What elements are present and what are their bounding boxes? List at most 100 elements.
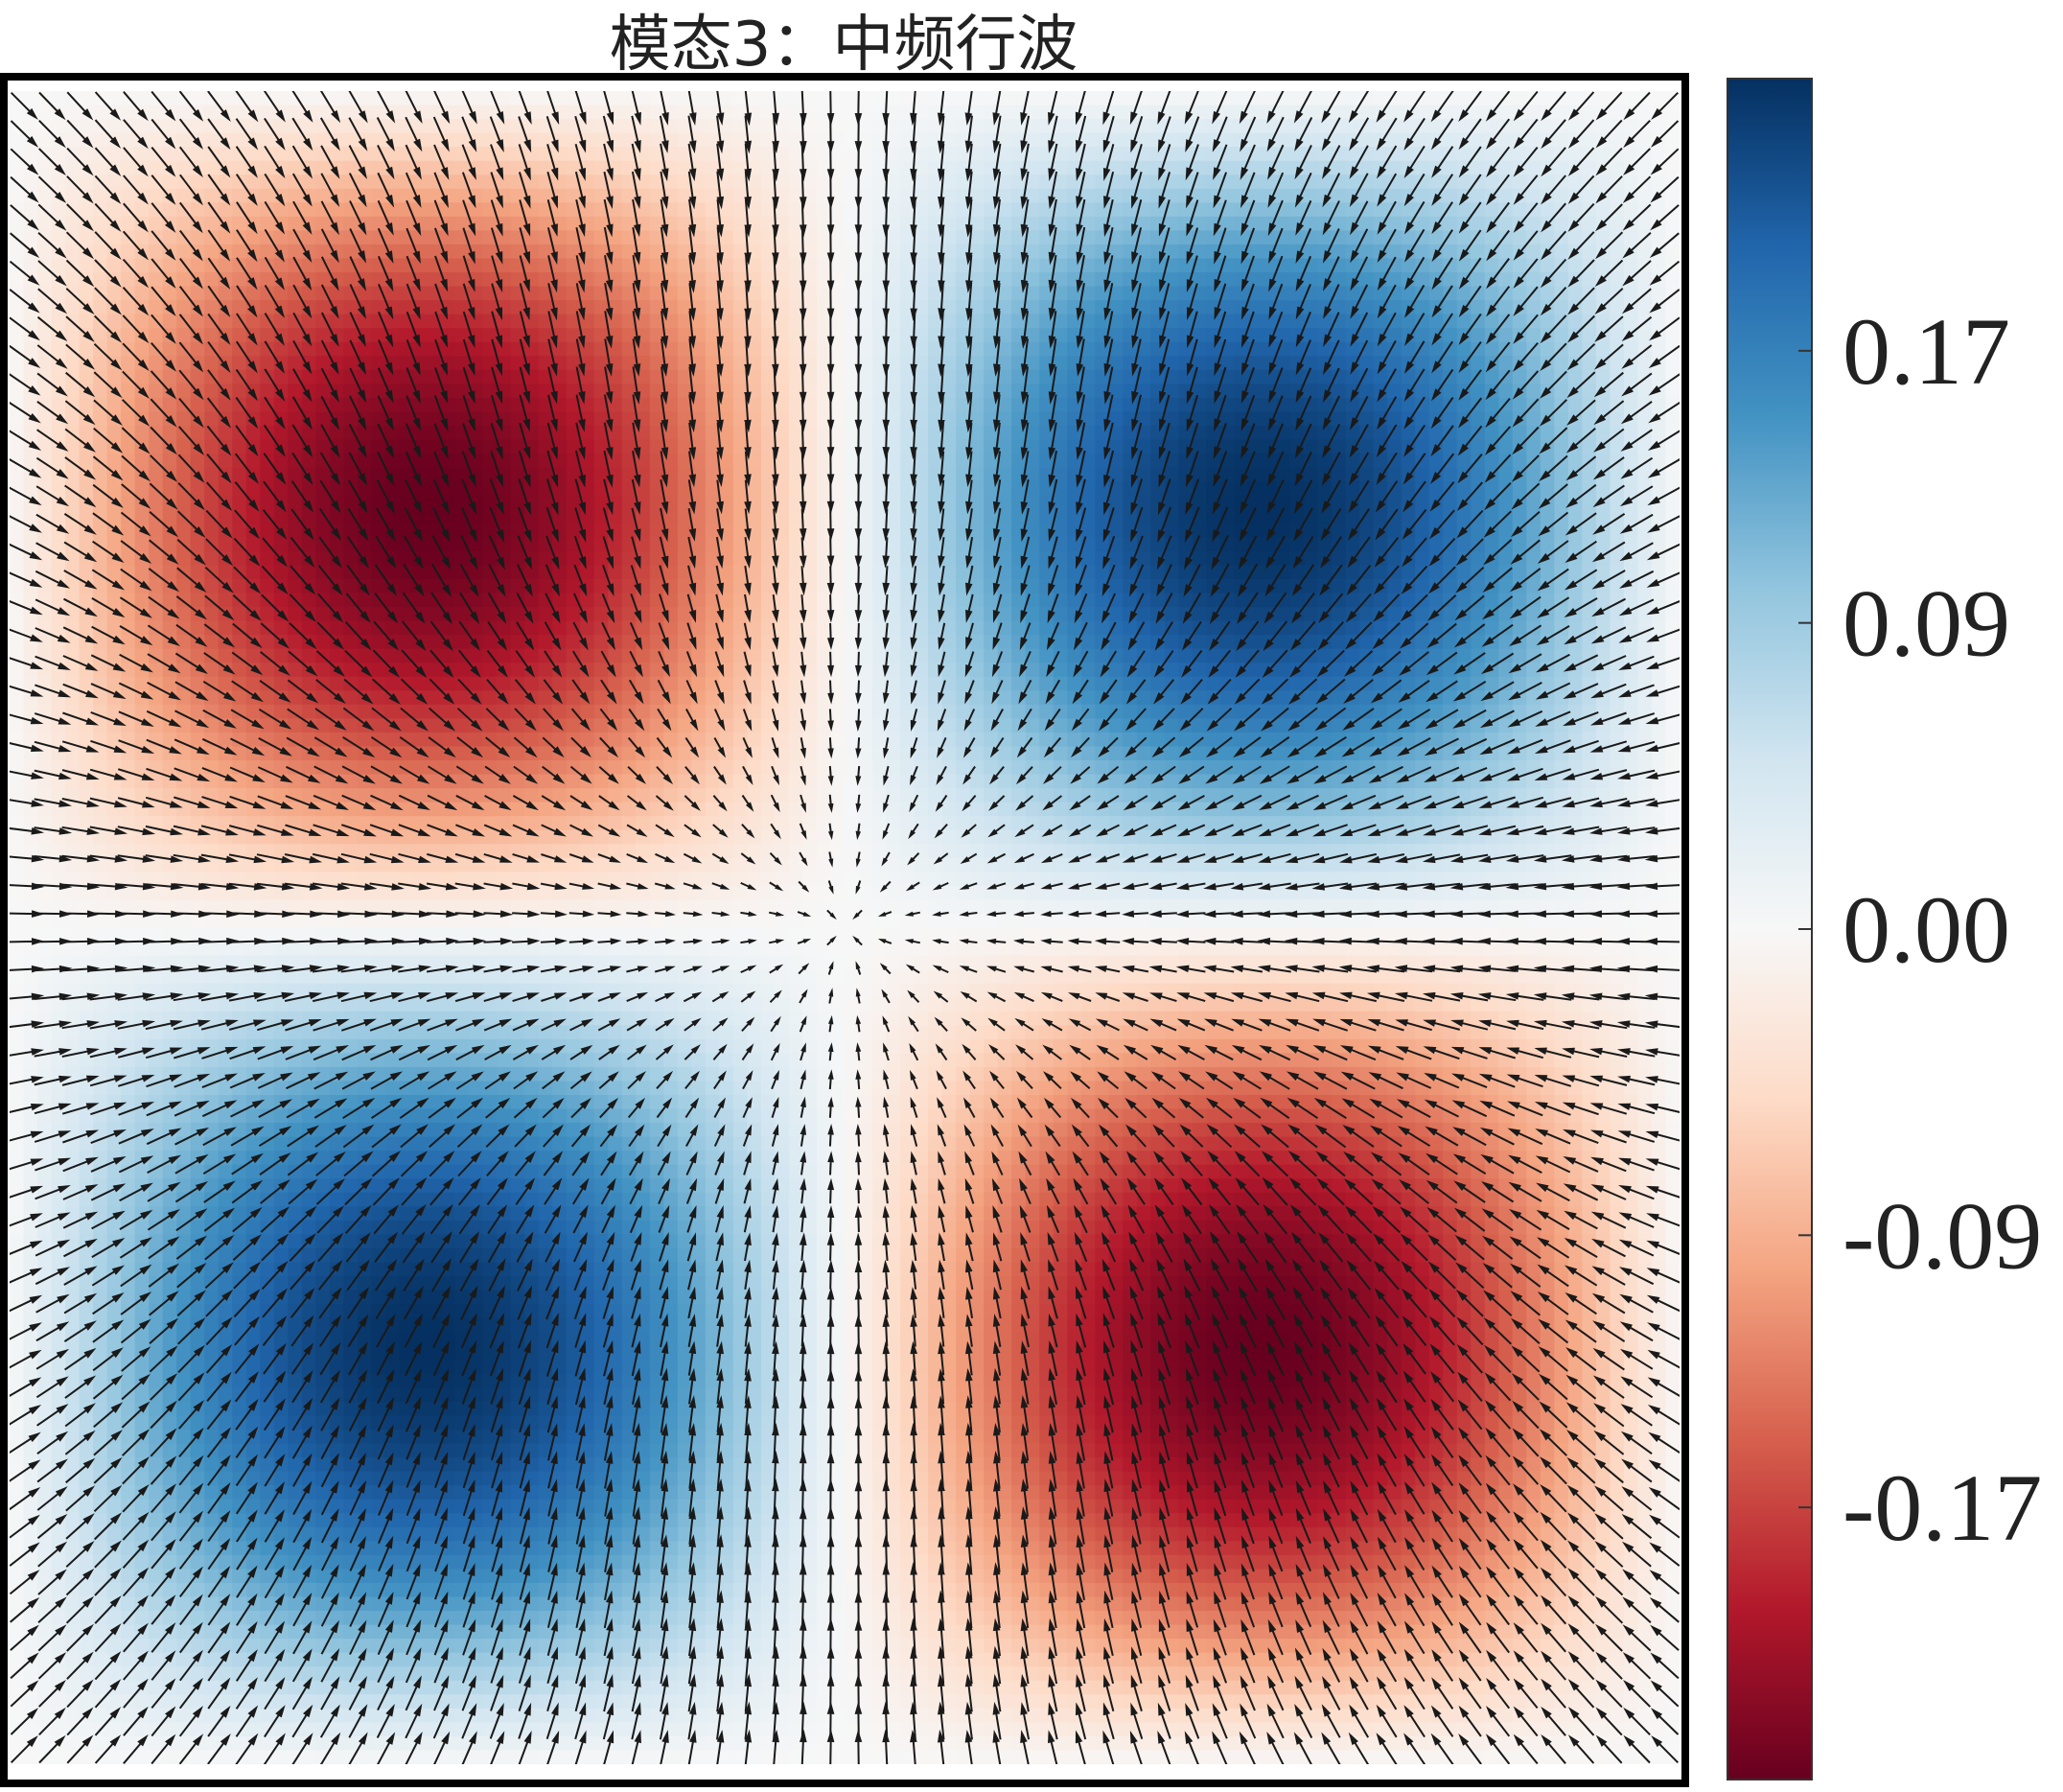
heatmap-cell xyxy=(1651,509,1667,524)
heatmap-cell xyxy=(1289,593,1305,608)
heatmap-cell xyxy=(636,593,651,608)
heatmap-cell xyxy=(691,537,707,552)
heatmap-cell xyxy=(1067,509,1082,524)
heatmap-cell xyxy=(802,175,818,190)
heatmap-cell xyxy=(1178,147,1194,162)
heatmap-cell xyxy=(1164,300,1179,315)
heatmap-cell xyxy=(79,620,94,636)
heatmap-cell xyxy=(858,648,873,663)
heatmap-cell xyxy=(121,550,136,567)
heatmap-cell xyxy=(816,454,832,469)
heatmap-cell xyxy=(482,328,498,343)
heatmap-cell xyxy=(273,286,289,301)
heatmap-cell xyxy=(260,578,275,594)
heatmap-cell xyxy=(204,328,220,343)
heatmap-cell xyxy=(1610,216,1625,232)
heatmap-cell xyxy=(65,467,81,482)
heatmap-cell xyxy=(1262,565,1277,580)
heatmap-cell xyxy=(65,550,81,567)
heatmap-cell xyxy=(1498,467,1514,482)
heatmap-cell xyxy=(538,607,553,622)
heatmap-cell xyxy=(10,188,25,203)
heatmap-cell xyxy=(1498,300,1514,315)
heatmap-cell xyxy=(1011,565,1027,580)
heatmap-cell xyxy=(1582,439,1597,454)
heatmap-cell xyxy=(663,91,679,106)
heatmap-cell xyxy=(399,495,414,510)
heatmap-cell xyxy=(886,593,901,608)
heatmap-cell xyxy=(1401,202,1416,218)
heatmap-cell xyxy=(1289,565,1305,580)
heatmap-cell xyxy=(357,91,373,106)
heatmap-cell xyxy=(343,160,359,175)
heatmap-cell xyxy=(1401,565,1416,580)
heatmap-cell xyxy=(830,258,846,273)
heatmap-cell xyxy=(914,105,929,120)
heatmap-cell xyxy=(732,607,748,622)
heatmap-cell xyxy=(1150,454,1166,469)
heatmap-cell xyxy=(941,230,957,245)
heatmap-cell xyxy=(343,105,359,120)
heatmap-cell xyxy=(1136,607,1151,622)
heatmap-cell xyxy=(1428,202,1444,218)
heatmap-cell xyxy=(1011,509,1027,524)
heatmap-cell xyxy=(1164,188,1179,203)
heatmap-cell xyxy=(343,147,359,162)
heatmap-cell xyxy=(134,91,150,106)
heatmap-cell xyxy=(649,467,664,482)
heatmap-cell xyxy=(1443,523,1458,538)
heatmap-cell xyxy=(1498,607,1514,622)
heatmap-cell xyxy=(343,495,359,510)
heatmap-cell xyxy=(482,635,498,650)
heatmap-cell xyxy=(190,620,205,636)
heatmap-cell xyxy=(399,663,414,678)
heatmap-cell xyxy=(65,244,81,260)
heatmap-cell xyxy=(1456,565,1472,580)
heatmap-cell xyxy=(1512,565,1527,580)
heatmap-cell xyxy=(1359,607,1375,622)
heatmap-cell xyxy=(580,593,595,608)
heatmap-cell xyxy=(106,286,122,301)
heatmap-cell xyxy=(343,523,359,538)
heatmap-cell xyxy=(1276,272,1291,288)
heatmap-cell xyxy=(845,481,860,497)
heatmap-cell xyxy=(149,550,164,567)
heatmap-cell xyxy=(134,286,150,301)
heatmap-cell xyxy=(1512,175,1527,190)
heatmap-cell xyxy=(1053,648,1068,663)
heatmap-cell xyxy=(1443,160,1458,175)
heatmap-cell xyxy=(1359,119,1375,134)
heatmap-cell xyxy=(1136,188,1151,203)
heatmap-cell xyxy=(552,509,568,524)
heatmap-cell xyxy=(134,175,150,190)
heatmap-cell xyxy=(1373,286,1388,301)
heatmap-cell xyxy=(162,509,177,524)
heatmap-cell xyxy=(1317,91,1333,106)
heatmap-cell xyxy=(886,397,901,413)
heatmap-cell xyxy=(1456,454,1472,469)
heatmap-cell xyxy=(1387,523,1402,538)
heatmap-cell xyxy=(1053,91,1068,106)
heatmap-cell xyxy=(1665,216,1680,232)
heatmap-cell xyxy=(497,175,512,190)
heatmap-cell xyxy=(1623,286,1639,301)
heatmap-cell xyxy=(1108,188,1124,203)
heatmap-cell xyxy=(858,620,873,636)
heatmap-cell xyxy=(1108,495,1124,510)
heatmap-cell xyxy=(872,620,888,636)
heatmap-cell xyxy=(1345,341,1360,357)
heatmap-cell xyxy=(608,147,623,162)
heatmap-cell xyxy=(162,202,177,218)
heatmap-cell xyxy=(1484,230,1499,245)
heatmap-cell xyxy=(1582,578,1597,594)
heatmap-cell xyxy=(1443,147,1458,162)
heatmap-cell xyxy=(1067,593,1082,608)
heatmap-cell xyxy=(204,300,220,315)
heatmap-cell xyxy=(1262,593,1277,608)
heatmap-cell xyxy=(705,119,720,134)
heatmap-cell xyxy=(1637,411,1653,427)
heatmap-cell xyxy=(816,620,832,636)
heatmap-cell xyxy=(524,175,540,190)
heatmap-cell xyxy=(482,105,498,120)
heatmap-cell xyxy=(1651,202,1667,218)
